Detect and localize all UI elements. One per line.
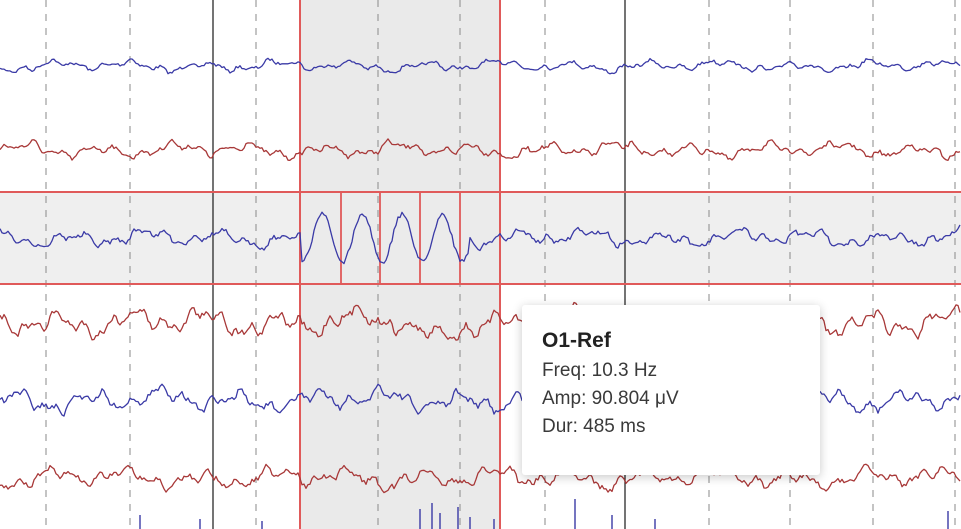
selected-channel-row[interactable]	[0, 192, 961, 284]
tooltip-channel-name: O1-Ref	[542, 329, 611, 352]
eeg-trace[interactable]	[0, 463, 961, 494]
eeg-trace[interactable]	[0, 211, 961, 265]
eeg-trace[interactable]	[0, 138, 961, 162]
event-markers	[139, 499, 949, 529]
measurement-tooltip: O1-Ref Freq: 10.3 Hz Amp: 90.804 μV Dur:…	[522, 305, 820, 475]
tooltip-duration: Dur: 485 ms	[542, 416, 646, 437]
eeg-trace[interactable]	[0, 57, 961, 75]
tooltip-amplitude: Amp: 90.804 μV	[542, 388, 679, 409]
tooltip-frequency: Freq: 10.3 Hz	[542, 360, 658, 381]
